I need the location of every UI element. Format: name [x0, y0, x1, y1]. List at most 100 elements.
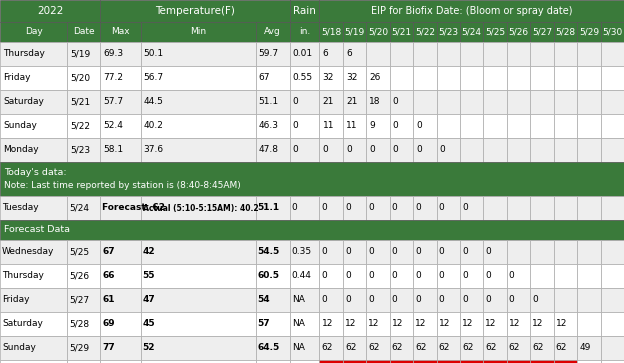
Bar [437, 336, 460, 360]
Text: 51.1: 51.1 [258, 98, 279, 106]
Text: Sunday: Sunday [3, 122, 37, 131]
Bar [100, 138, 140, 162]
Bar [577, 138, 600, 162]
Bar [290, 336, 319, 360]
Text: 56.7: 56.7 [144, 73, 163, 82]
Bar [507, 240, 530, 264]
Text: 69.3: 69.3 [103, 49, 123, 58]
Text: 18: 18 [369, 98, 381, 106]
Bar [460, 66, 484, 90]
Text: 5/19: 5/19 [70, 49, 90, 58]
Text: Monday: Monday [3, 146, 39, 155]
Bar [484, 312, 507, 336]
Bar [484, 336, 507, 360]
Bar [319, 360, 343, 363]
Text: 62: 62 [345, 343, 356, 352]
Bar [290, 312, 319, 336]
Bar [0, 0, 100, 22]
Bar [437, 22, 460, 42]
Bar [0, 42, 67, 66]
Text: 32: 32 [346, 73, 358, 82]
Bar [256, 114, 290, 138]
Text: 5/20: 5/20 [368, 28, 388, 37]
Bar [140, 138, 256, 162]
Bar [319, 42, 343, 66]
Text: 21: 21 [346, 98, 358, 106]
Text: 0: 0 [293, 122, 298, 131]
Bar [67, 336, 100, 360]
Text: 0: 0 [509, 272, 515, 281]
Bar [140, 22, 256, 42]
Bar [484, 22, 507, 42]
Bar [577, 42, 600, 66]
Bar [413, 288, 437, 312]
Bar [290, 196, 319, 220]
Text: Avg: Avg [264, 28, 281, 37]
Text: 62: 62 [415, 343, 427, 352]
Bar [507, 42, 530, 66]
Text: 5/23: 5/23 [70, 146, 90, 155]
Bar [413, 138, 437, 162]
Text: 62: 62 [532, 343, 544, 352]
Bar [67, 360, 100, 363]
Bar [577, 90, 600, 114]
Bar [0, 288, 67, 312]
Text: 0: 0 [293, 146, 298, 155]
Bar [0, 240, 67, 264]
Text: 5/21: 5/21 [70, 98, 90, 106]
Bar [319, 312, 343, 336]
Bar [553, 240, 577, 264]
Text: 69: 69 [102, 319, 115, 329]
Text: 0: 0 [291, 204, 298, 212]
Bar [140, 90, 256, 114]
Text: Today's data:: Today's data: [4, 168, 67, 178]
Text: 5/23: 5/23 [438, 28, 459, 37]
Text: 62: 62 [509, 343, 520, 352]
Text: 57: 57 [258, 319, 270, 329]
Bar [100, 264, 140, 288]
Bar [600, 196, 624, 220]
Bar [390, 240, 413, 264]
Text: 0: 0 [392, 295, 397, 305]
Bar [343, 22, 366, 42]
Text: 12: 12 [485, 319, 497, 329]
Bar [343, 114, 366, 138]
Bar [366, 114, 390, 138]
Text: 0: 0 [415, 248, 421, 257]
Bar [460, 240, 484, 264]
Bar [460, 360, 484, 363]
Bar [600, 264, 624, 288]
Bar [100, 66, 140, 90]
Text: 0: 0 [321, 204, 327, 212]
Text: 64.5: 64.5 [258, 343, 280, 352]
Bar [390, 264, 413, 288]
Bar [413, 336, 437, 360]
Bar [507, 114, 530, 138]
Bar [460, 196, 484, 220]
Text: 12: 12 [415, 319, 427, 329]
Text: 0.55: 0.55 [293, 73, 313, 82]
Bar [256, 138, 290, 162]
Bar [100, 22, 140, 42]
Bar [0, 22, 67, 42]
Text: 47: 47 [142, 295, 155, 305]
Text: 0: 0 [485, 272, 491, 281]
Text: 0: 0 [532, 295, 538, 305]
Bar [319, 0, 624, 22]
Text: 5/24: 5/24 [462, 28, 482, 37]
Text: 60.5: 60.5 [258, 272, 280, 281]
Bar [100, 0, 290, 22]
Bar [577, 22, 600, 42]
Bar [600, 312, 624, 336]
Text: 62: 62 [392, 343, 403, 352]
Text: 0: 0 [392, 248, 397, 257]
Bar [0, 66, 67, 90]
Bar [460, 90, 484, 114]
Bar [460, 138, 484, 162]
Bar [67, 264, 100, 288]
Bar [100, 312, 140, 336]
Bar [290, 22, 319, 42]
Bar [530, 114, 553, 138]
Bar [67, 240, 100, 264]
Text: 42: 42 [142, 248, 155, 257]
